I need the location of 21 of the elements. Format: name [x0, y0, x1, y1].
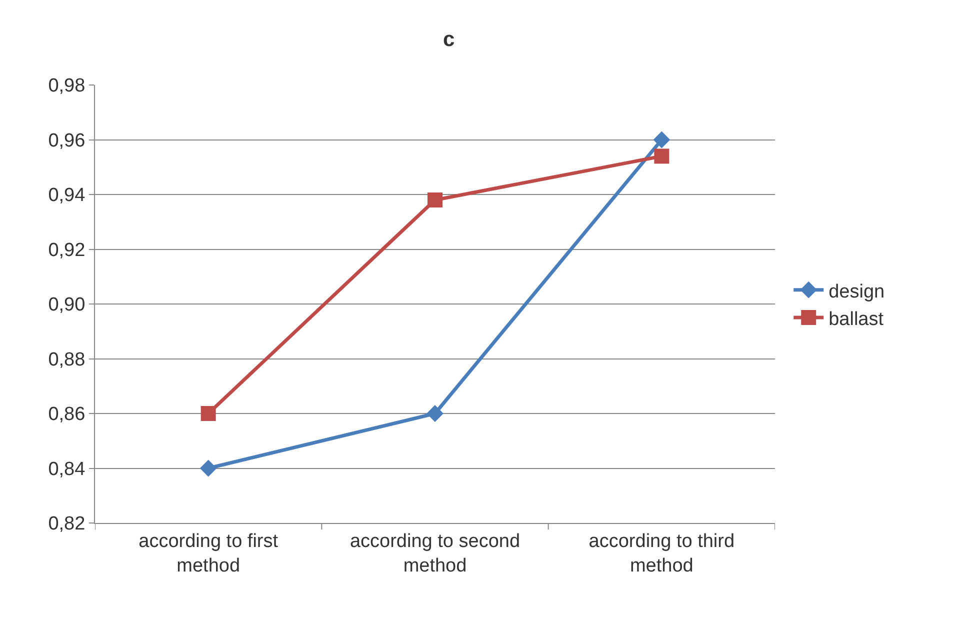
- x-tick-label: according to third method: [588, 530, 735, 576]
- point: [200, 460, 217, 477]
- y-tick-label: 0,94: [48, 185, 86, 206]
- legend-label: design: [828, 281, 885, 302]
- y-tick-label: 0,86: [48, 404, 86, 426]
- x-tick-label: according to first method: [138, 530, 279, 576]
- point: [428, 192, 442, 208]
- legend-label: ballast: [828, 308, 884, 330]
- chart-title: c: [443, 28, 456, 51]
- point: [426, 405, 444, 422]
- y-tick-label: 0,84: [48, 458, 86, 480]
- y-tick-label: 0,88: [48, 349, 86, 370]
- x-tick-label: according to second method: [350, 530, 520, 576]
- y-tick-label: 0,92: [48, 240, 86, 261]
- point: [653, 131, 670, 148]
- y-tick-label: 0,90: [48, 294, 86, 316]
- y-tick-label: 0,82: [48, 514, 86, 535]
- point: [200, 406, 216, 421]
- point: [654, 148, 670, 164]
- y-tick-label: 0,96: [48, 130, 86, 152]
- y-tick-label: 0,98: [48, 76, 86, 97]
